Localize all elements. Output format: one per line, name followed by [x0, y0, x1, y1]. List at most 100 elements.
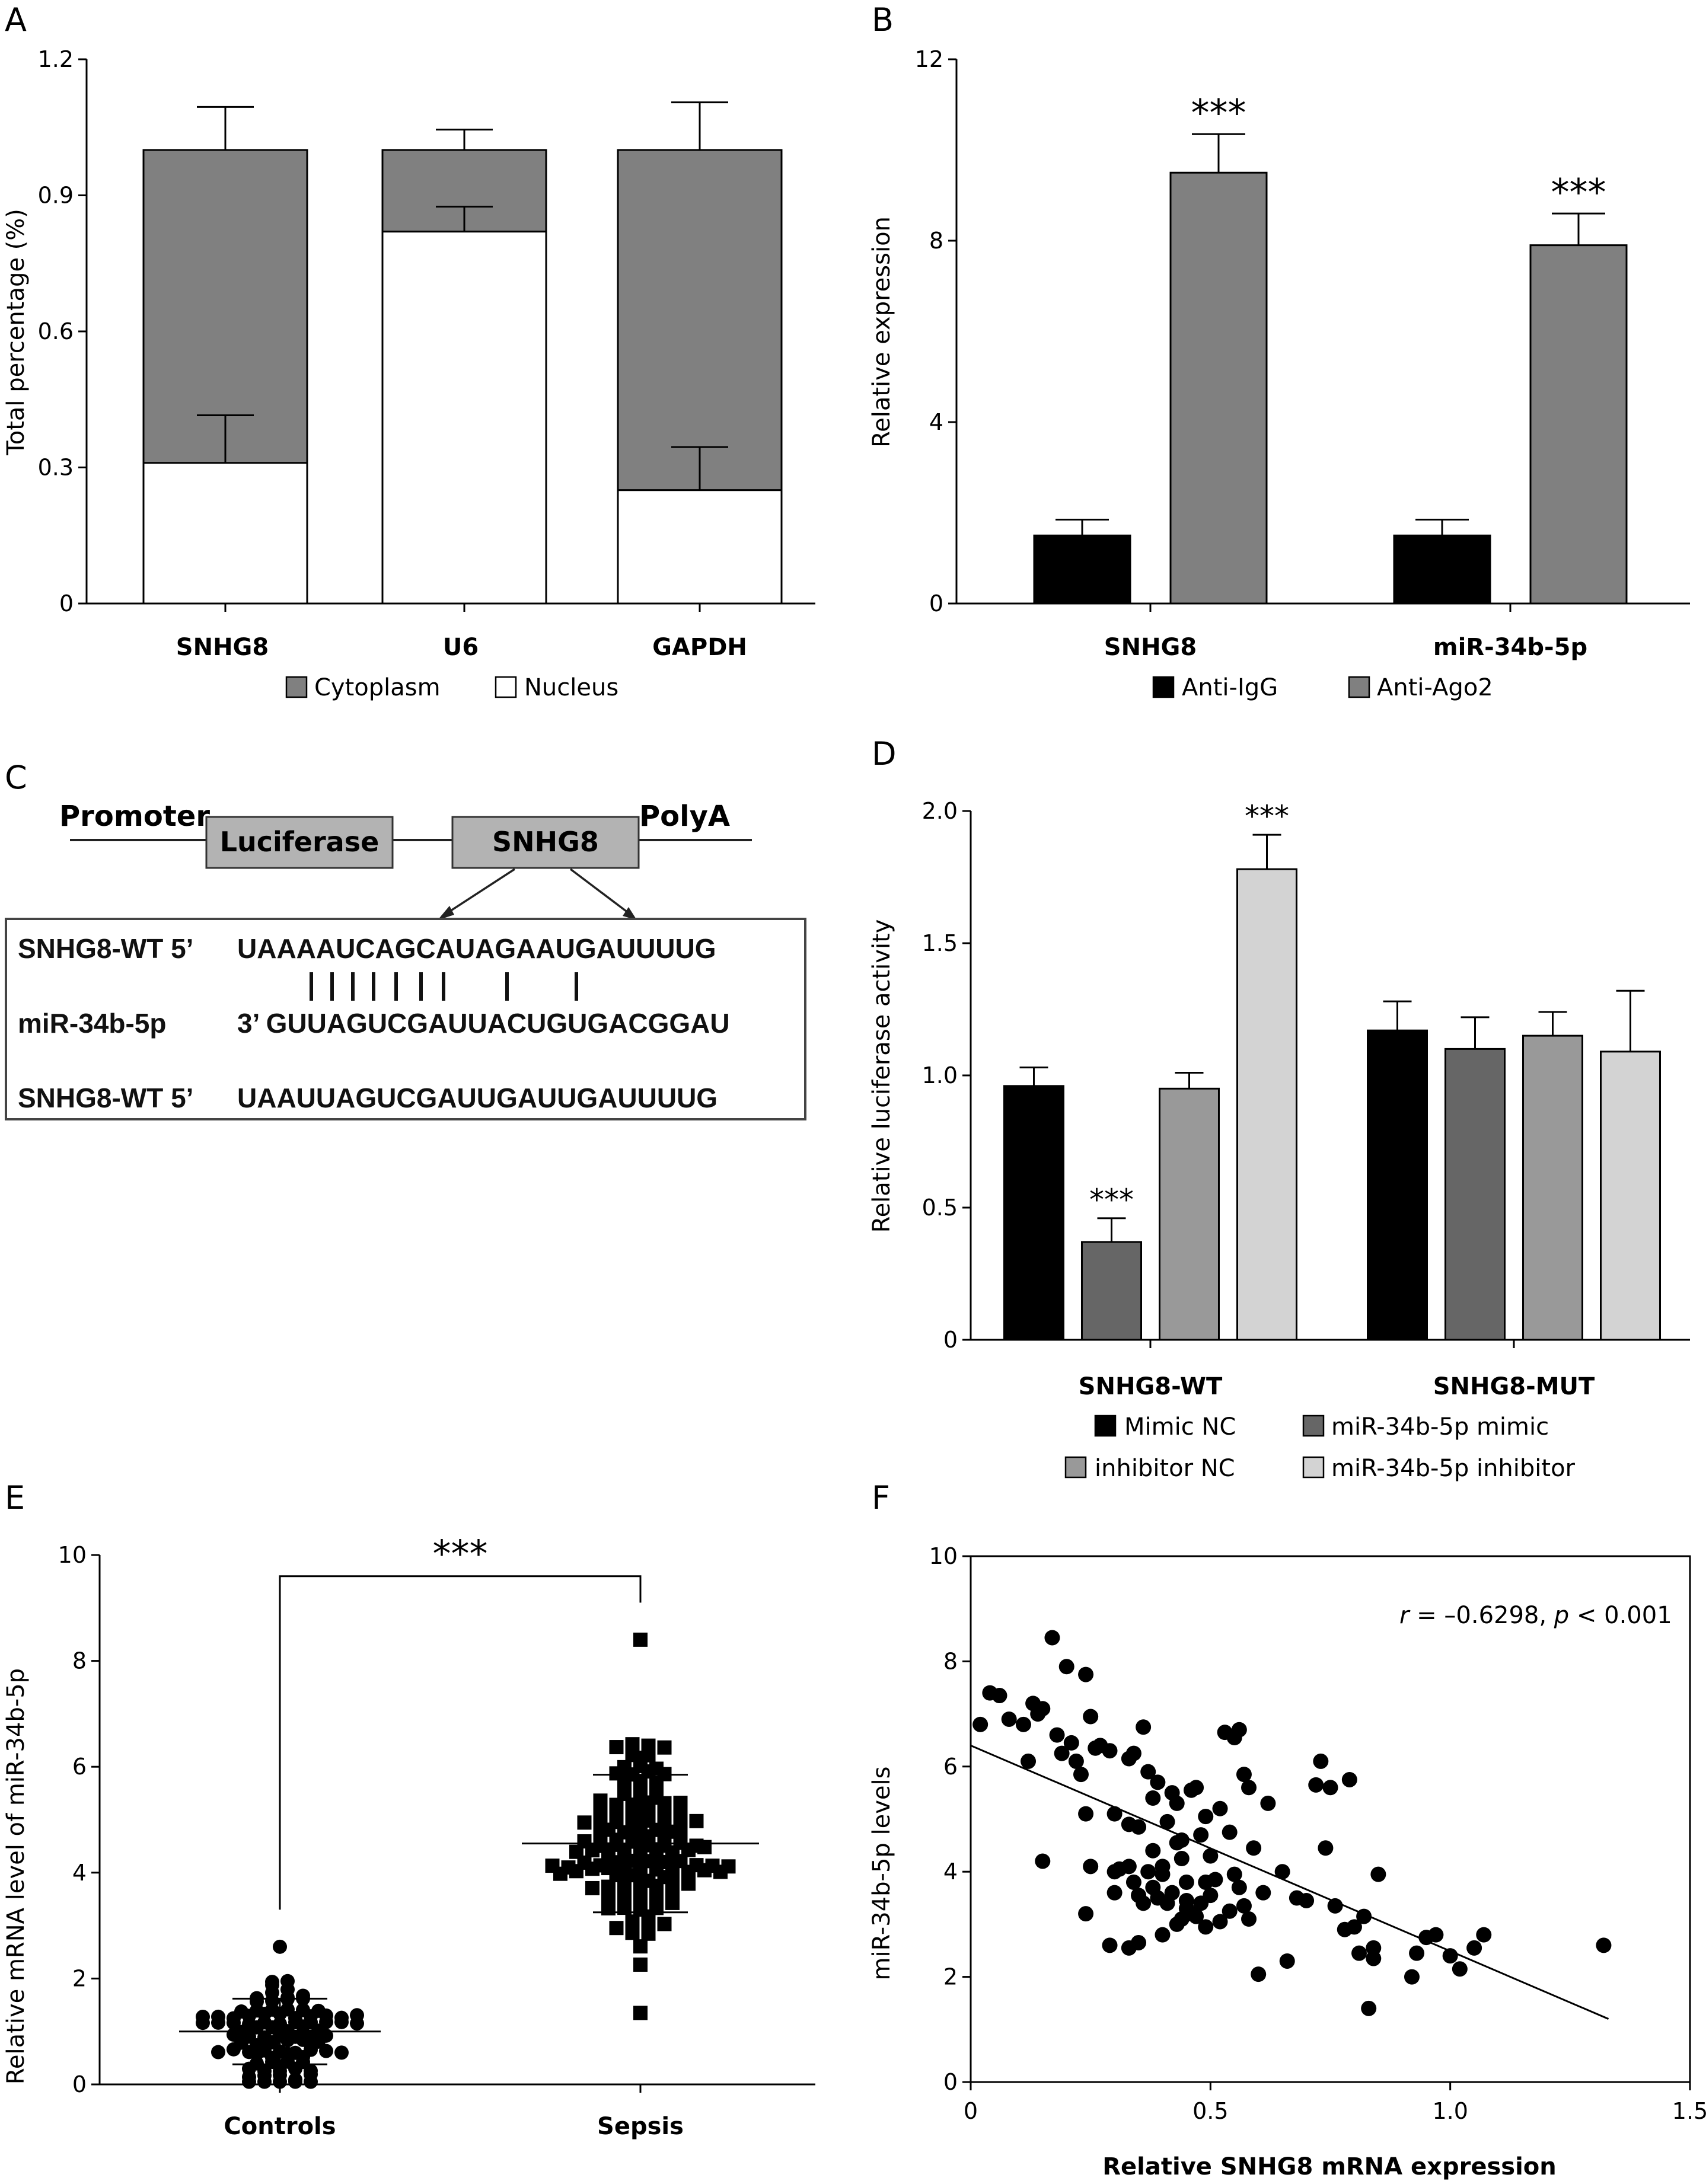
panel-a-xtick-u6: U6 — [443, 634, 479, 661]
panel-f: F 0 2 4 6 8 10 0 0.5 1.0 1.5 miR-34b-5p levels Re… — [868, 1479, 1706, 2180]
arrow-right-line — [569, 868, 634, 918]
sepsis-point — [625, 1914, 640, 1929]
panel-f-xtick-label: 1.0 — [1432, 2098, 1468, 2124]
sepsis-point — [705, 1859, 720, 1873]
control-point — [334, 2010, 349, 2025]
polya-label: PolyA — [639, 800, 730, 833]
panel-e-xtick-sepsis: Sepsis — [597, 2113, 684, 2140]
significance-stars: *** — [1191, 91, 1246, 135]
panel-b-ytick-label: 4 — [929, 409, 943, 435]
sepsis-point — [577, 1834, 592, 1849]
bar-cytoplasm — [617, 149, 783, 491]
scatter-point — [1322, 1780, 1338, 1796]
scatter-point — [1299, 1892, 1315, 1908]
scatter-point — [1169, 1795, 1185, 1811]
panel-e-plot: 0 2 4 6 8 10 *** — [58, 1532, 815, 2097]
regression-line — [970, 1744, 1609, 2020]
scatter-point — [1140, 1764, 1156, 1780]
scatter-point — [1207, 1872, 1223, 1888]
panel-a-ytick-label: 1.2 — [38, 46, 74, 72]
sepsis-point — [593, 1793, 608, 1808]
scatter-point — [1222, 1824, 1238, 1840]
scatter-point — [1203, 1848, 1219, 1864]
control-point — [319, 2043, 333, 2058]
sepsis-point — [633, 1939, 648, 1954]
panel-d-ylabel: Relative luciferase activity — [868, 919, 895, 1233]
panel-a-ytick-label: 0.3 — [38, 455, 74, 481]
bar-inhibitor-nc — [1159, 1087, 1220, 1341]
panel-f-ylabel: miR-34b-5p levels — [868, 1767, 895, 1981]
scatter-point — [1241, 1780, 1257, 1796]
panel-f-ytick-label: 6 — [943, 1754, 958, 1780]
panel-d-ytick-label: 2.0 — [922, 798, 958, 824]
scatter-point — [1596, 1937, 1612, 1953]
scatter-point — [1044, 1630, 1060, 1646]
panel-a-legend-nucleus: Nucleus — [524, 674, 618, 701]
scatter-point — [1035, 1853, 1051, 1869]
scatter-point — [1193, 1827, 1209, 1843]
bar-anti-ago2 — [1529, 244, 1628, 605]
scatter-point — [972, 1716, 988, 1732]
arrow-right-head — [623, 907, 637, 920]
bar-anti-igg — [1033, 534, 1131, 605]
panel-b-legend-ago2: Anti-Ago2 — [1377, 674, 1493, 701]
bar-mimic-nc — [1003, 1085, 1064, 1341]
significance-bracket — [279, 1575, 642, 1910]
scatter-point — [1188, 1780, 1204, 1796]
scatter-point — [1068, 1753, 1084, 1769]
sepsis-point — [689, 1813, 704, 1828]
corr-r-value: = –0.6298, — [1409, 1602, 1554, 1629]
significance-stars: *** — [1245, 799, 1289, 834]
bar-nucleus — [617, 489, 783, 605]
scatter-point — [1246, 1840, 1262, 1856]
scatter-point — [1106, 1885, 1123, 1901]
panel-f-correlation-annotation: r = –0.6298, p < 0.001 — [1399, 1602, 1672, 1629]
scatter-point — [1308, 1777, 1324, 1793]
panel-a: A 0 0.3 0.6 0.9 1.2 Total percentage (%) SNH… — [2, 1, 815, 701]
panel-f-frame — [970, 1555, 1691, 2083]
scatter-point — [1351, 1945, 1367, 1961]
panel-f-ytick-label: 4 — [943, 1859, 958, 1885]
sepsis-point — [585, 1880, 600, 1895]
scatter-point — [1241, 1911, 1257, 1927]
scatter-point — [1231, 1879, 1247, 1895]
scatter-point — [1178, 1892, 1194, 1908]
scatter-point — [1279, 1953, 1295, 1969]
scatter-point — [1409, 1945, 1425, 1961]
panel-a-ytick-label: 0.6 — [38, 318, 74, 344]
scatter-point — [1274, 1864, 1290, 1880]
sepsis-point — [689, 1838, 704, 1853]
panel-d-legend-swatch-inhibitor — [1302, 1456, 1325, 1479]
corr-p-value: < 0.001 — [1569, 1602, 1672, 1629]
scatter-point — [1255, 1885, 1271, 1901]
sepsis-point — [657, 1740, 672, 1755]
sepsis-point — [617, 1760, 632, 1774]
scatter-point — [1063, 1735, 1079, 1751]
sepsis-point — [609, 1812, 624, 1827]
panel-d-ytick-label: 0 — [943, 1327, 958, 1353]
scatter-point — [1236, 1767, 1252, 1783]
sepsis-point — [601, 1892, 616, 1907]
scatter-point — [1078, 1906, 1094, 1922]
scatter-point — [1346, 1919, 1362, 1935]
control-point — [334, 2045, 349, 2060]
sepsis-point — [633, 2006, 648, 2020]
seq-row1-sequence: UAAAAUCAGCAUAGAAUGAUUUUG — [237, 933, 716, 964]
scatter-point — [1015, 1716, 1031, 1732]
scatter-point — [1466, 1940, 1482, 1956]
sepsis-point — [561, 1860, 576, 1875]
significance-stars: *** — [1089, 1183, 1134, 1217]
panel-d: D 0 0.5 1.0 1.5 2.0 *** *** Relative luciferas… — [868, 735, 1690, 1482]
corr-p: p — [1554, 1602, 1569, 1629]
control-point — [265, 1975, 279, 1990]
panel-f-xtick-label: 0 — [964, 2098, 978, 2124]
scatter-point — [1231, 1722, 1247, 1738]
scatter-point — [1212, 1800, 1228, 1816]
scatter-point — [1251, 1966, 1267, 1982]
sepsis-point — [721, 1859, 736, 1874]
panel-e-ytick-label: 8 — [72, 1648, 87, 1674]
panel-b-ylabel: Relative expression — [868, 216, 895, 448]
panel-e-ytick-label: 2 — [72, 1965, 87, 1991]
scatter-point — [1452, 1961, 1468, 1977]
